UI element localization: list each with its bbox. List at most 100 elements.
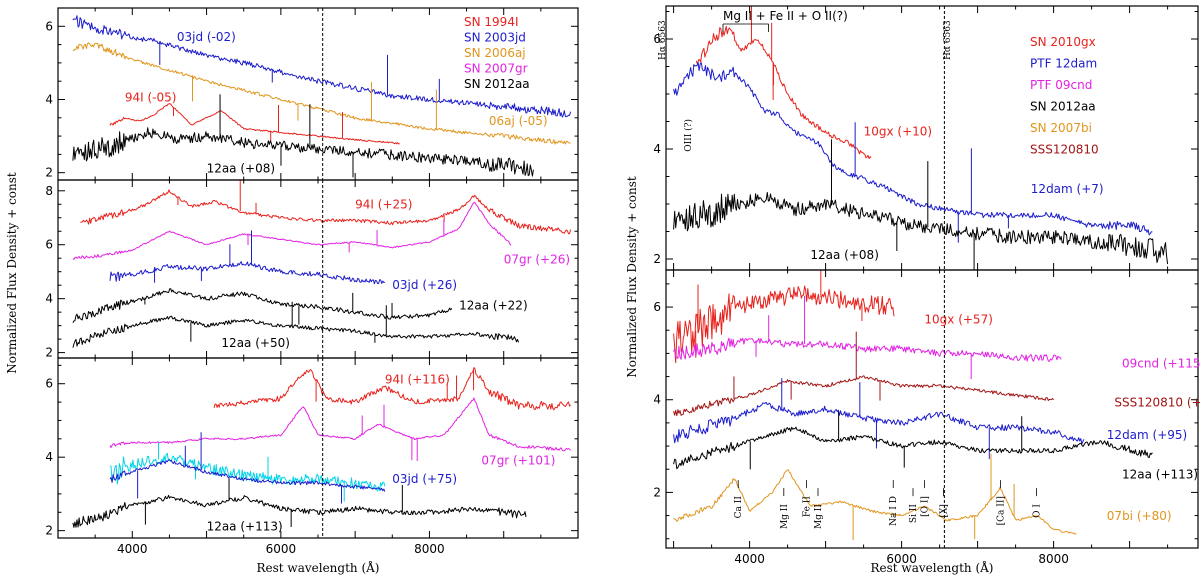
y-tick-label: 2	[653, 485, 661, 499]
feature-label: Ca II	[734, 496, 744, 519]
feature-label: [X]	[939, 504, 949, 517]
spectrum-label: 03jd (+75)	[392, 472, 457, 486]
feature-label: Si II	[909, 504, 919, 523]
panel-data	[72, 15, 572, 178]
spectrum-line	[80, 189, 572, 235]
spectrum-label: 03jd (+26)	[392, 278, 457, 292]
spectrum-label: 94I (+25)	[355, 197, 412, 211]
legend-entry: SN 2012aa	[1030, 100, 1096, 114]
spectrum-label: 12dam (+7)	[1031, 182, 1104, 196]
legend-entry: SN 2012aa	[464, 77, 530, 91]
x-tick-label: 6000	[266, 542, 297, 556]
y-axis-label: Normalized Flux Density + const	[5, 172, 19, 374]
feature-label: Fe II	[803, 496, 813, 517]
legend-entry: SN 2007gr	[464, 62, 528, 76]
feature-label: Mg II	[780, 504, 790, 529]
halpha-label: Hα 6563	[943, 20, 953, 60]
spectrum-label: 03jd (-02)	[177, 30, 236, 44]
y-tick-label: 6	[653, 300, 661, 314]
panel-data	[72, 180, 572, 348]
spectrum-line	[673, 401, 1085, 445]
panel-data	[673, 6, 1169, 270]
spectrum-line	[109, 103, 400, 145]
feature-label: Na I D	[889, 496, 899, 526]
spectrum-label: 12aa (+08)	[207, 162, 275, 176]
y-tick-label: 6	[45, 377, 53, 391]
panel-3: 2 4 6 94I (+116) 07gr (+101) 03jd (+75) 12aa (…	[45, 357, 579, 539]
panel-frame	[665, 269, 1199, 549]
x-tick-label: 4000	[734, 552, 765, 566]
spectrum-label: 12aa (+22)	[459, 298, 527, 312]
spectrum-label: 07bi (+80)	[1107, 509, 1172, 523]
spectrum-line	[673, 61, 1153, 236]
y-axis-label: Normalized Flux Density + const	[625, 176, 639, 378]
spectrum-label: SSS120810 (+44)	[1114, 396, 1200, 410]
feature-label: [Ca II]	[996, 496, 1006, 525]
spectrum-label: 10gx (+10)	[864, 124, 933, 138]
y-tick-label: 4	[653, 142, 661, 156]
spectrum-line	[673, 469, 1077, 535]
spectrum-line	[72, 201, 512, 260]
spectrum-line	[72, 288, 453, 323]
spectrum-line	[72, 127, 534, 177]
panel-frame	[57, 357, 579, 539]
y-tick-label: 6	[653, 32, 661, 46]
y-tick-label: 4	[45, 92, 53, 106]
x-axis-label: Rest wavelength (Å)	[257, 560, 380, 575]
panel-data	[673, 270, 1153, 541]
legend-entry: SN 2003jd	[464, 31, 526, 45]
spectrum-label: 06aj (-05)	[489, 114, 548, 128]
feature-blend-label: Mg II + Fe II + O II(?)	[723, 9, 848, 23]
y-tick-label: 4	[45, 450, 53, 464]
panel-1: 2 4 6 03jd (-02) 94I (-05) 06aj (-05) 12aa (+0…	[45, 7, 579, 181]
x-tick-label: 8000	[414, 542, 445, 556]
y-tick-label: 2	[45, 524, 53, 538]
spectrum-line	[109, 459, 386, 492]
spectrum-label: 94I (-05)	[125, 90, 177, 104]
x-tick-label: 6000	[886, 552, 917, 566]
spectrum-label: 12aa (+50)	[221, 336, 289, 350]
y-tick-label: 8	[45, 184, 53, 198]
feature-label: Mg II	[814, 504, 824, 529]
y-tick-label: 2	[653, 252, 661, 266]
spectrum-line	[213, 367, 571, 411]
spectrum-label: 07gr (+101)	[481, 454, 555, 468]
x-tick-label: 8000	[1038, 552, 1069, 566]
spectrum-label: 09cnd (+115)	[1122, 356, 1200, 370]
panel-2: 2 4 6 10gx (+57) 09cnd (+115) SSS120810 (+44)…	[653, 269, 1200, 549]
right-figure: 2 4 6 10gx (+10) 12dam (+7) 12aa (+08) Mg II +…	[625, 5, 1200, 575]
spectrum-line	[673, 192, 1169, 265]
spectrum-line	[109, 397, 571, 452]
spectrum-label: 12aa (+113)	[207, 520, 283, 534]
spectrum-label: 12aa (+08)	[810, 248, 878, 262]
y-tick-label: 4	[653, 393, 661, 407]
left-figure: 2 4 6 03jd (-02) 94I (-05) 06aj (-05) 12aa (+0…	[5, 7, 668, 575]
panel-data	[72, 367, 571, 528]
x-tick-label: 4000	[117, 542, 148, 556]
spectrum-line	[109, 452, 386, 492]
y-tick-label: 2	[45, 346, 53, 360]
spectrum-label: 07gr (+26)	[504, 253, 570, 267]
y-tick-label: 4	[45, 292, 53, 306]
spectrum-line	[695, 25, 872, 160]
spectrum-line	[72, 15, 572, 118]
spectrum-label: 10gx (+57)	[924, 312, 993, 326]
legend-entry: PTF 09cnd	[1030, 78, 1092, 92]
spectrum-line	[109, 261, 386, 285]
spectrum-line	[673, 426, 1153, 470]
feature-label: O I	[1032, 504, 1042, 518]
spectrum-line	[72, 42, 571, 145]
legend-entry: SN 2010gx	[1030, 35, 1096, 49]
y-tick-label: 2	[45, 166, 53, 180]
legend-entry: SSS120810	[1030, 143, 1099, 157]
legend-entry: SN 2006aj	[464, 46, 526, 60]
spectrum-line	[72, 494, 527, 528]
spectrum-line	[673, 375, 1054, 417]
halpha-label: Hα 6563	[658, 20, 668, 60]
legend-entry: SN 1994I	[464, 15, 519, 29]
oiii-label: OIII (?)	[683, 119, 694, 152]
spectrum-line	[673, 285, 895, 364]
spectrum-label: 12dam (+95)	[1107, 428, 1187, 442]
